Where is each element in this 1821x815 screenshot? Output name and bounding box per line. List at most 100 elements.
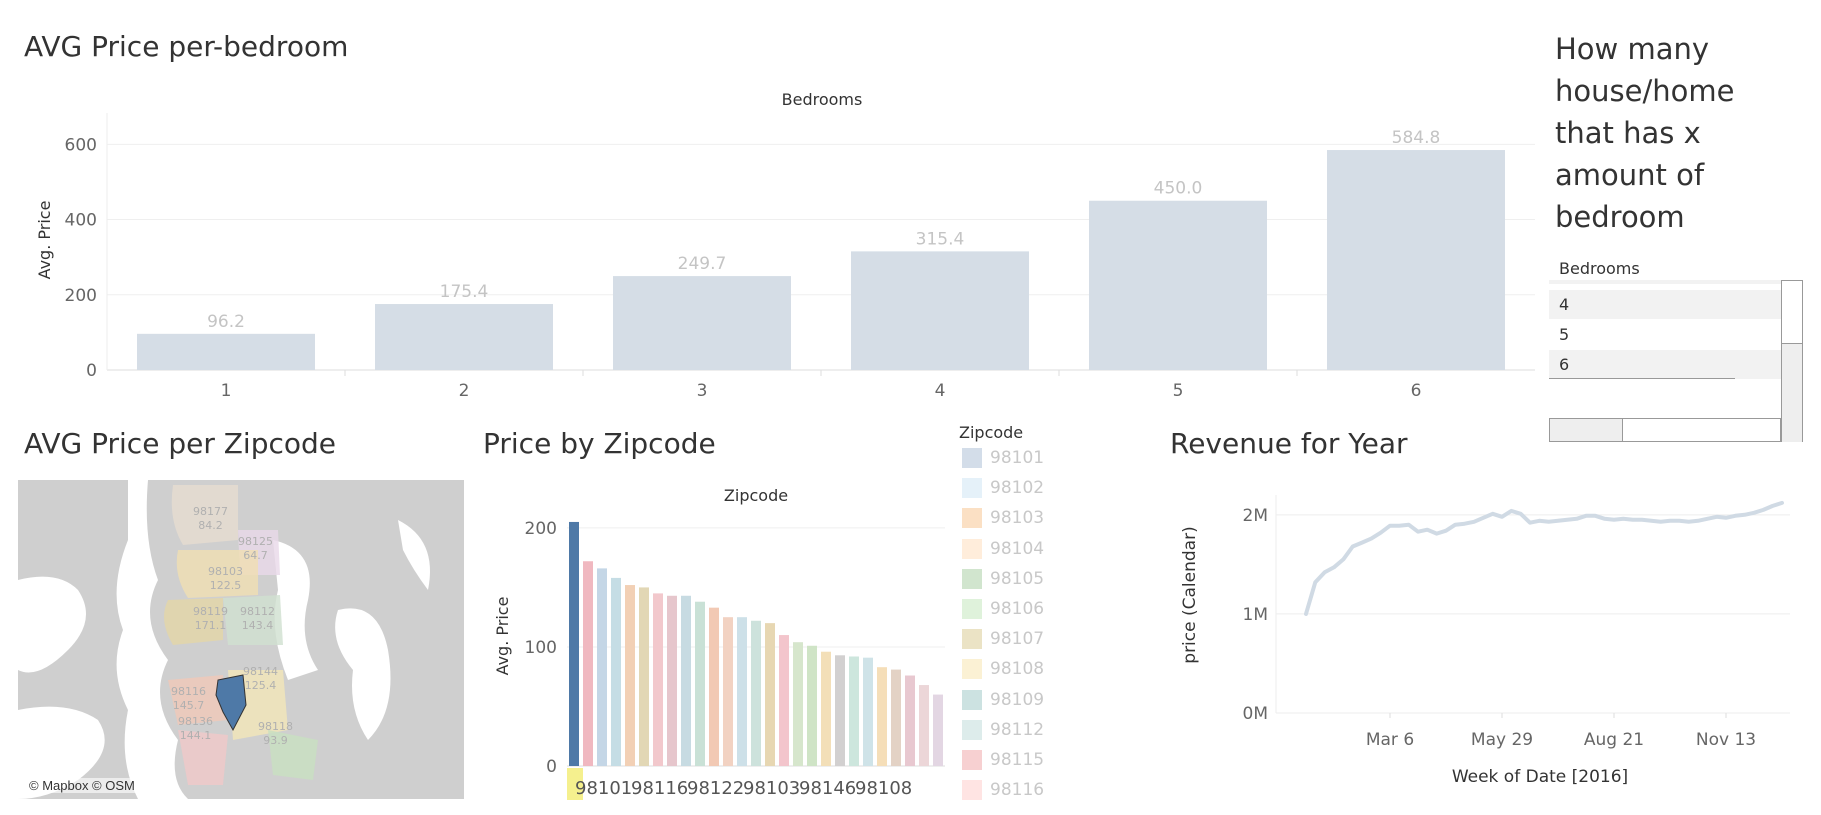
bedroom-bar-label: 450.0	[1154, 179, 1203, 199]
bedroom-list-header: Bedrooms	[1559, 259, 1640, 278]
map-zip-label: 98144 125.4	[243, 665, 278, 693]
zipcode-bar	[933, 694, 943, 766]
bedroom-list-hscrollbar[interactable]	[1549, 418, 1781, 442]
bedroom-list-divider	[1549, 378, 1735, 379]
revenue-y-tick: 0M	[1243, 704, 1268, 724]
legend-swatch	[962, 780, 982, 801]
legend-label: 98103	[990, 508, 1045, 529]
zipcode-legend-item[interactable]: 98115	[962, 745, 1044, 775]
revenue-x-axis-title: Week of Date [2016]	[1452, 767, 1628, 787]
zipcode-x-tick: 98101	[575, 778, 632, 799]
revenue-y-axis-title: price (Calendar)	[1180, 526, 1200, 663]
bedroom-list-item[interactable]: 4	[1549, 290, 1781, 319]
zipcode-legend-item[interactable]: 98104	[962, 534, 1044, 564]
legend-label: 98101	[990, 448, 1045, 468]
bedroom-bar	[375, 304, 553, 370]
revenue-line	[1304, 500, 1784, 616]
bedroom-list-clip-edge	[1549, 280, 1781, 284]
zipcode-bar	[709, 607, 719, 766]
legend-swatch	[962, 719, 982, 740]
bedroom-bar	[1327, 150, 1505, 370]
bedroom-list-hscroll-thumb[interactable]	[1550, 419, 1623, 441]
legend-swatch	[962, 478, 982, 499]
zipcode-legend-item[interactable]: 98101	[962, 443, 1044, 473]
zipcode-legend-item[interactable]: 98106	[962, 594, 1044, 624]
revenue-x-tick: Mar 6	[1366, 730, 1414, 750]
map-zip-value: 93.9	[263, 734, 288, 747]
zipcode-bar	[877, 667, 887, 766]
zipcode-y-tick: 0	[546, 757, 557, 777]
legend-swatch	[962, 689, 982, 710]
bedroom-list-scroll-thumb[interactable]	[1782, 343, 1802, 442]
legend-swatch	[962, 750, 982, 770]
revenue-y-tick: 1M	[1243, 605, 1268, 625]
zipcode-legend-item[interactable]: 98107	[962, 624, 1044, 654]
legend-swatch	[962, 659, 982, 680]
map-zip-value: 122.5	[209, 579, 242, 592]
map-zip-code: 98118	[258, 720, 293, 733]
zipcode-y-tick: 100	[525, 638, 557, 658]
bedroom-y-tick: 400	[65, 211, 97, 231]
zipcode-bar	[793, 642, 803, 766]
map-zip-value: 145.7	[172, 699, 205, 712]
bedroom-list-item[interactable]: 6	[1549, 350, 1781, 379]
zipcode-legend-item[interactable]: 98109	[962, 685, 1044, 715]
zipcode-x-tick: 98103	[743, 778, 800, 799]
zipcode-legend-item[interactable]: 98112	[962, 715, 1044, 745]
bedroom-y-tick: 200	[65, 286, 97, 306]
bedroom-bar-label: 315.4	[916, 229, 965, 249]
zipcode-x-tick: 98146	[799, 778, 856, 799]
legend-label: 98105	[990, 568, 1045, 589]
zipcode-bar	[821, 651, 831, 766]
legend-label: 98107	[990, 629, 1045, 650]
zipcode-bar	[919, 685, 929, 766]
bedroom-bar-label: 175.4	[440, 282, 489, 302]
zipcode-x-axis-title: Zipcode	[724, 486, 788, 505]
bedroom-list-item[interactable]: 5	[1559, 325, 1570, 344]
bedroom-bar	[1089, 200, 1267, 370]
legend-swatch	[962, 448, 982, 468]
bedroom-list-scrollbar[interactable]	[1781, 280, 1803, 442]
bedroom-x-tick: 4	[935, 381, 946, 401]
bedroom-bar-chart: 96.2 175.4 249.7 315.4 450.0 584.8 1 2 3 4 5 6 0 20…	[35, 90, 1535, 401]
legend-label: 98112	[990, 719, 1045, 740]
legend-label: 98108	[990, 659, 1045, 680]
zipcode-legend-item[interactable]: 98105	[962, 564, 1044, 594]
map-zip-label: 98116 145.7	[171, 685, 206, 713]
zipcode-bar	[849, 656, 859, 766]
bedroom-chart-title: AVG Price per-bedroom	[24, 30, 349, 63]
map-zip-label: 98125 64.7	[238, 535, 273, 563]
map-zip-code: 98116	[171, 685, 206, 698]
revenue-title: Revenue for Year	[1170, 427, 1408, 460]
map-zip-value: 125.4	[244, 679, 277, 692]
zipcode-bar	[835, 655, 845, 766]
zipcode-bar	[863, 657, 873, 766]
bedroom-x-tick: 6	[1411, 381, 1422, 401]
map-zip-code: 98119	[193, 605, 228, 618]
map-zip-label: 98177 84.2	[193, 505, 228, 533]
zipcode-selected-tick-highlight	[567, 768, 583, 800]
zipcode-legend-item[interactable]: 98103	[962, 503, 1044, 533]
zipcode-bar	[611, 577, 621, 766]
zipcode-bar	[765, 623, 775, 766]
zipcode-legend-item[interactable]: 98102	[962, 473, 1044, 503]
zipcode-map[interactable]: 98177 84.2 98125 64.7 98103 122.5 98119 171.1 98…	[18, 480, 464, 799]
legend-label: 98106	[990, 599, 1045, 619]
map-zip-label: 98112 143.4	[240, 605, 275, 633]
revenue-x-tick: Nov 13	[1696, 730, 1756, 750]
zipcode-legend-item[interactable]: 98108	[962, 654, 1044, 684]
map-zip-label: 98119 171.1	[193, 605, 228, 633]
zipcode-y-tick: 200	[525, 519, 557, 539]
revenue-y-tick: 2M	[1243, 506, 1268, 526]
zipcode-bar	[779, 635, 789, 766]
revenue-x-tick: May 29	[1471, 730, 1533, 750]
zipcode-chart-title: Price by Zipcode	[483, 427, 716, 460]
bedroom-bar	[137, 333, 315, 370]
zipcode-legend-item[interactable]: 98116	[962, 775, 1044, 805]
legend-swatch	[962, 599, 982, 619]
zipcode-bar	[653, 593, 663, 766]
bedroom-bar-label: 249.7	[678, 254, 727, 274]
map-zip-value: 144.1	[179, 729, 212, 742]
